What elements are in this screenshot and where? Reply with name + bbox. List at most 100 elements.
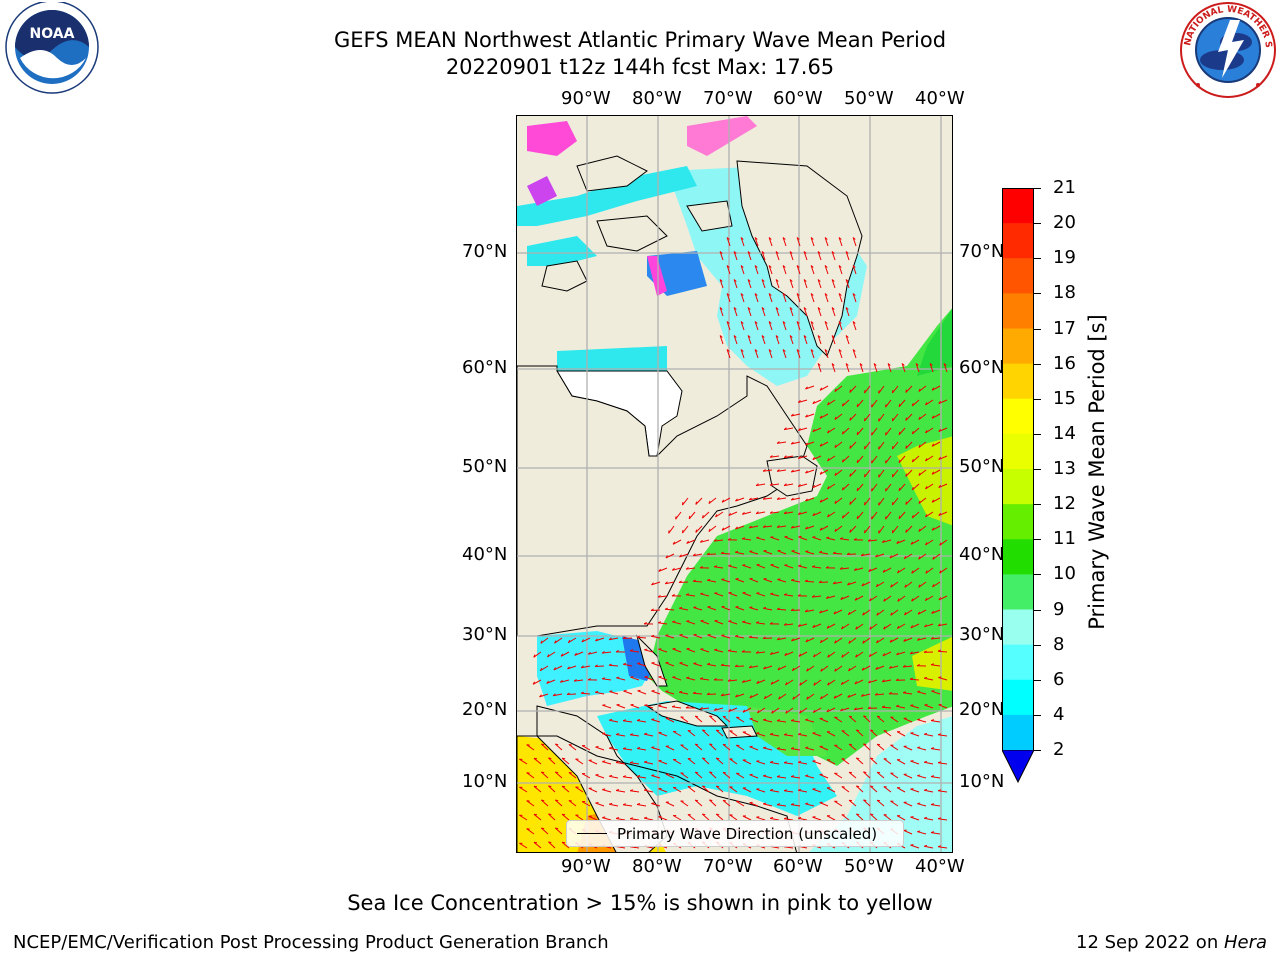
wave-direction-arrow <box>876 609 885 616</box>
wave-direction-arrow <box>540 743 549 751</box>
wave-direction-arrow <box>616 762 626 765</box>
wave-direction-arrowhead <box>911 487 914 491</box>
wave-direction-arrowhead <box>777 578 781 580</box>
wave-direction-arrow <box>834 744 843 751</box>
wave-direction-arrowhead <box>824 265 828 268</box>
colorbar-band <box>1002 574 1034 610</box>
wave-direction-arrow <box>932 581 941 588</box>
wave-direction-arrowhead <box>692 691 696 694</box>
wave-direction-arrowhead <box>805 718 809 721</box>
wave-direction-arrow <box>838 321 843 331</box>
wave-direction-arrowhead <box>796 265 800 268</box>
branch-credit: NCEP/EMC/Verification Post Processing Pr… <box>13 932 609 953</box>
wave-direction-arrowhead <box>754 237 758 240</box>
colorbar-tick-label: 13 <box>1053 458 1076 479</box>
wave-direction-arrow <box>742 679 752 683</box>
wave-direction-arrowhead <box>791 550 795 552</box>
wave-direction-arrow <box>729 786 738 793</box>
wave-direction-arrowhead <box>567 639 571 643</box>
wave-direction-arrowhead <box>803 335 807 338</box>
wave-direction-arrow <box>595 802 605 807</box>
wave-direction-arrowhead <box>839 566 843 570</box>
wave-direction-arrowhead <box>806 668 809 672</box>
lon-label-top-40w: 40°W <box>915 88 965 109</box>
wave-direction-arrowhead <box>834 528 837 532</box>
wave-direction-arrow <box>939 567 948 574</box>
wave-direction-arrowhead <box>854 597 858 601</box>
wave-direction-arrow <box>719 251 724 261</box>
wave-direction-arrow <box>878 497 885 506</box>
wave-direction-arrow <box>554 771 563 779</box>
wave-direction-arrow <box>728 650 738 653</box>
wave-direction-arrow <box>777 469 787 472</box>
wave-direction-arrowhead <box>756 563 760 566</box>
wave-direction-arrowhead <box>845 363 849 366</box>
colorbar-tick-mark <box>1034 363 1041 365</box>
wave-direction-arrow <box>728 511 738 517</box>
wave-direction-arrowhead <box>812 732 816 734</box>
wave-direction-arrowhead <box>910 732 914 734</box>
wave-direction-arrowhead <box>672 541 676 545</box>
wave-direction-arrowhead <box>896 625 900 629</box>
wave-direction-arrow <box>931 413 941 419</box>
colorbar-band <box>1002 504 1034 540</box>
wave-direction-arrow <box>805 719 815 723</box>
wave-direction-arrow <box>798 651 808 657</box>
wave-direction-arrow <box>665 581 675 585</box>
wave-direction-arrow <box>568 744 577 751</box>
wave-direction-arrow <box>883 623 892 630</box>
wave-direction-arrow <box>798 761 808 765</box>
wave-direction-arrowhead <box>733 307 737 310</box>
wave-direction-arrowhead <box>769 760 774 763</box>
wave-direction-arrow <box>784 651 794 656</box>
wave-direction-arrow <box>715 757 724 765</box>
wave-direction-arrow <box>848 799 857 807</box>
wave-direction-arrow <box>938 846 948 849</box>
wave-direction-arrowhead <box>716 785 720 788</box>
wave-direction-arrow <box>735 606 745 611</box>
wave-direction-arrowhead <box>853 707 857 711</box>
wave-direction-arrow <box>672 539 682 545</box>
wave-direction-arrow <box>889 665 899 669</box>
wave-direction-arrowhead <box>827 514 830 518</box>
wave-direction-arrowhead <box>644 732 648 735</box>
wave-direction-arrow <box>924 789 934 793</box>
wave-direction-arrowhead <box>636 635 640 638</box>
wave-direction-arrowhead <box>882 653 886 657</box>
wave-direction-arrowhead <box>768 293 772 296</box>
wave-direction-arrowhead <box>911 570 914 574</box>
wave-direction-arrowhead <box>679 606 683 609</box>
wave-direction-arrowhead <box>720 693 724 697</box>
wave-direction-arrow <box>882 679 892 683</box>
wave-direction-arrowhead <box>754 321 758 324</box>
wave-direction-arrow <box>734 665 745 667</box>
lon-label-top-50w: 50°W <box>844 88 894 109</box>
wave-direction-arrow <box>911 483 920 491</box>
wave-direction-arrowhead <box>917 774 921 777</box>
wave-direction-arrowhead <box>918 416 921 420</box>
wave-direction-arrowhead <box>924 704 928 706</box>
wave-direction-arrow <box>910 844 920 849</box>
wave-direction-arrowhead <box>721 499 725 503</box>
wave-direction-arrow <box>754 349 759 359</box>
wave-direction-arrow <box>924 733 934 737</box>
graticule <box>517 116 952 852</box>
wave-direction-arrowhead <box>761 251 765 254</box>
wave-direction-arrowhead <box>903 638 906 642</box>
wave-direction-arrowhead <box>602 760 606 763</box>
wave-direction-arrowhead <box>763 666 766 670</box>
wave-direction-arrowhead <box>931 471 935 475</box>
wave-direction-arrow <box>595 637 605 642</box>
wave-direction-arrowhead <box>555 743 559 746</box>
wave-direction-arrow <box>903 745 913 751</box>
wave-direction-arrow <box>819 609 829 614</box>
wave-direction-arrowhead <box>861 667 865 671</box>
colorbar-tick-mark <box>1034 644 1041 646</box>
wave-direction-arrowhead <box>938 484 941 488</box>
wave-direction-arrow <box>804 580 815 583</box>
wave-direction-arrow <box>796 321 801 331</box>
wave-direction-arrow <box>818 581 829 583</box>
wave-direction-arrowhead <box>873 363 877 366</box>
wave-direction-arrowhead <box>841 459 844 463</box>
wave-direction-arrow <box>789 279 794 289</box>
